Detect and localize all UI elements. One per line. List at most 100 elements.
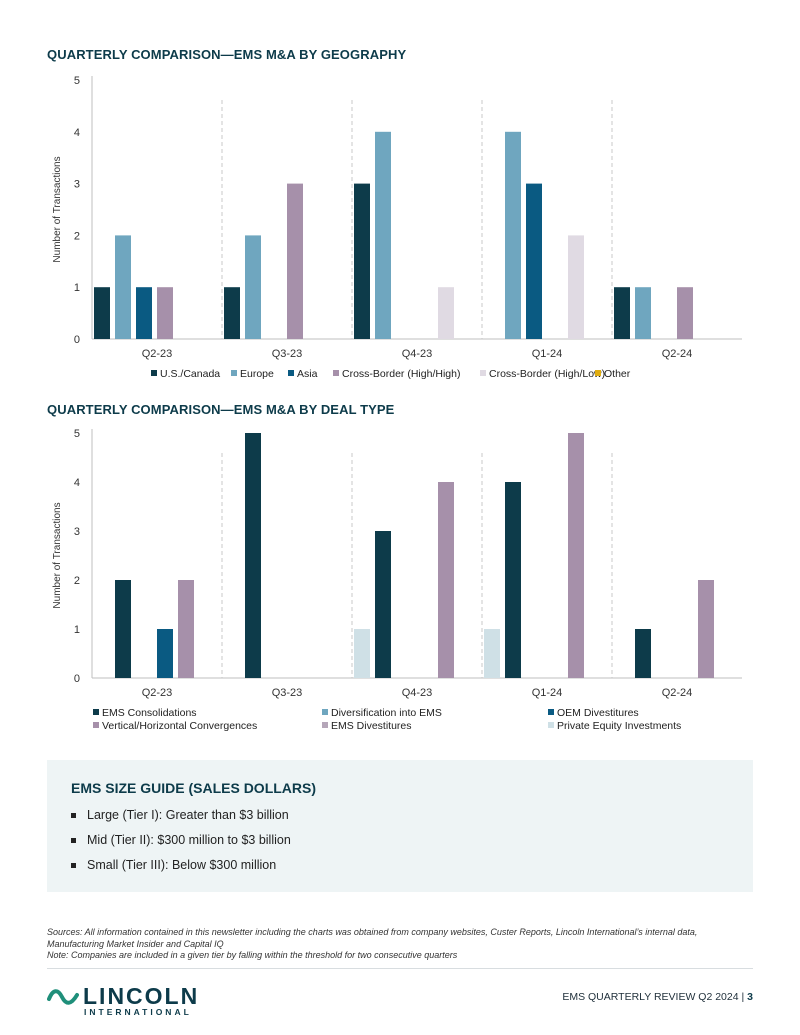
square-bullet-icon: [71, 862, 76, 868]
bar-vertical-horizontal-convergences-q4-23: [438, 482, 454, 678]
bar-cross-border-high-low--q4-23: [438, 287, 454, 339]
bar-europe-q2-23: [115, 235, 131, 339]
legend-label: Cross-Border (High/Low): [489, 368, 605, 380]
legend-swatch: [480, 370, 486, 376]
legend-swatch: [93, 722, 99, 728]
size-guide-box: EMS SIZE GUIDE (SALES DOLLARS) Large (Ti…: [47, 760, 753, 892]
sources-line: Sources: All information contained in th…: [47, 927, 698, 937]
legend-label: Europe: [240, 368, 274, 380]
legend-label: Vertical/Horizontal Convergences: [102, 720, 257, 732]
bar-europe-q4-23: [375, 131, 391, 339]
x-category-label: Q2-23: [142, 687, 173, 699]
logo-subtitle: INTERNATIONAL: [84, 1007, 192, 1017]
bar-cross-border-high-high--q2-24: [677, 287, 693, 339]
x-category-label: Q2-24: [662, 687, 693, 699]
legend-label: Asia: [297, 368, 318, 380]
bar-vertical-horizontal-convergences-q1-24: [568, 433, 584, 678]
size-guide-item-text: Mid (Tier II): $300 million to $3 billio…: [87, 833, 291, 847]
size-guide-item: Mid (Tier II): $300 million to $3 billio…: [71, 833, 729, 847]
x-category-label: Q2-23: [142, 348, 173, 360]
bar-ems-consolidations-q2-24: [635, 629, 651, 678]
y-tick-label: 5: [74, 75, 80, 87]
y-tick-label: 4: [74, 477, 80, 489]
lincoln-wave-icon: [47, 989, 79, 1005]
bar-ems-consolidations-q1-24: [505, 482, 521, 678]
deal-type-bar-chart: 0 1 2 3 4 5 Number of Transactions Q2-23 Q3-23 Q4…: [52, 428, 742, 732]
bar-u-s-canada-q4-23: [354, 183, 370, 339]
legend-swatch: [333, 370, 339, 376]
bar-europe-q1-24: [505, 131, 521, 339]
bar-oem-divestitures-q2-23: [157, 629, 173, 678]
y-tick-label: 2: [74, 575, 80, 587]
bar-ems-consolidations-q3-23: [245, 433, 261, 678]
size-guide-item-text: Large (Tier I): Greater than $3 billion: [87, 808, 289, 822]
publication-name: EMS QUARTERLY REVIEW Q2 2024: [562, 991, 739, 1003]
x-category-label: Q1-24: [532, 348, 563, 360]
x-category-label: Q3-23: [272, 687, 303, 699]
page-footer: EMS QUARTERLY REVIEW Q2 2024 | 3: [562, 991, 753, 1003]
y-tick-label: 1: [74, 282, 80, 294]
y-tick-label: 5: [74, 428, 80, 440]
size-guide-title: EMS SIZE GUIDE (SALES DOLLARS): [71, 780, 317, 796]
square-bullet-icon: [71, 812, 76, 818]
legend-swatch: [231, 370, 237, 376]
y-tick-label: 3: [74, 526, 80, 538]
bar-vertical-horizontal-convergences-q2-23: [178, 580, 194, 678]
footer-separator: |: [741, 991, 745, 1003]
page-number: 3: [747, 991, 753, 1003]
y-tick-label: 3: [74, 179, 80, 191]
legend-label: U.S./Canada: [160, 368, 220, 380]
legend-swatch: [548, 722, 554, 728]
bar-asia-q1-24: [526, 183, 542, 339]
legend-swatch: [322, 722, 328, 728]
legend-swatch: [151, 370, 157, 376]
bar-u-s-canada-q2-24: [614, 287, 630, 339]
legend-label: Private Equity Investments: [557, 720, 681, 732]
legend-label: EMS Consolidations: [102, 707, 197, 719]
bar-ems-consolidations-q2-23: [115, 580, 131, 678]
x-category-label: Q4-23: [402, 687, 433, 699]
legend-swatch: [93, 709, 99, 715]
bar-ems-consolidations-q4-23: [375, 531, 391, 678]
note-line: Note: Companies are included in a given …: [47, 950, 458, 960]
x-category-label: Q4-23: [402, 348, 433, 360]
footer-divider: [47, 968, 753, 969]
bar-europe-q3-23: [245, 235, 261, 339]
lincoln-logo: LINCOLN INTERNATIONAL: [47, 983, 217, 1019]
bar-private-equity-investments-q1-24: [484, 629, 500, 678]
legend-label: Diversification into EMS: [331, 707, 442, 719]
size-guide-item-text: Small (Tier III): Below $300 million: [87, 858, 277, 872]
y-axis-title: Number of Transactions: [52, 502, 63, 608]
chart-title-deal-type: QUARTERLY COMPARISON—EMS M&A BY DEAL TYP…: [47, 402, 395, 417]
legend-label: Other: [604, 368, 631, 380]
bar-u-s-canada-q2-23: [94, 287, 110, 339]
bar-private-equity-investments-q4-23: [354, 629, 370, 678]
legend-label: Cross-Border (High/High): [342, 368, 460, 380]
y-tick-label: 1: [74, 624, 80, 636]
legend-swatch: [595, 370, 601, 376]
bar-cross-border-high-high--q3-23: [287, 183, 303, 339]
geography-bar-chart: 0 1 2 3 4 5 Number of Transactions Q2-23 Q3-23 Q4…: [52, 75, 742, 380]
y-axis-title: Number of Transactions: [52, 156, 63, 262]
legend-label: EMS Divestitures: [331, 720, 412, 732]
y-tick-label: 4: [74, 127, 80, 139]
x-category-label: Q2-24: [662, 348, 693, 360]
legend-swatch: [322, 709, 328, 715]
bar-europe-q2-24: [635, 287, 651, 339]
size-guide-item: Small (Tier III): Below $300 million: [71, 858, 729, 872]
bar-u-s-canada-q3-23: [224, 287, 240, 339]
size-guide-item: Large (Tier I): Greater than $3 billion: [71, 808, 729, 822]
chart-title-geography: QUARTERLY COMPARISON—EMS M&A BY GEOGRAPH…: [47, 47, 407, 62]
y-tick-label: 0: [74, 673, 80, 685]
size-guide-list: Large (Tier I): Greater than $3 billion …: [71, 808, 729, 872]
y-tick-label: 2: [74, 230, 80, 242]
legend-swatch: [548, 709, 554, 715]
bar-cross-border-high-low--q1-24: [568, 235, 584, 339]
x-category-label: Q3-23: [272, 348, 303, 360]
bar-asia-q2-23: [136, 287, 152, 339]
sources-note: Sources: All information contained in th…: [47, 927, 753, 962]
x-category-label: Q1-24: [532, 687, 563, 699]
logo-wordmark: LINCOLN: [83, 983, 200, 1009]
bar-vertical-horizontal-convergences-q2-24: [698, 580, 714, 678]
legend-label: OEM Divestitures: [557, 707, 639, 719]
